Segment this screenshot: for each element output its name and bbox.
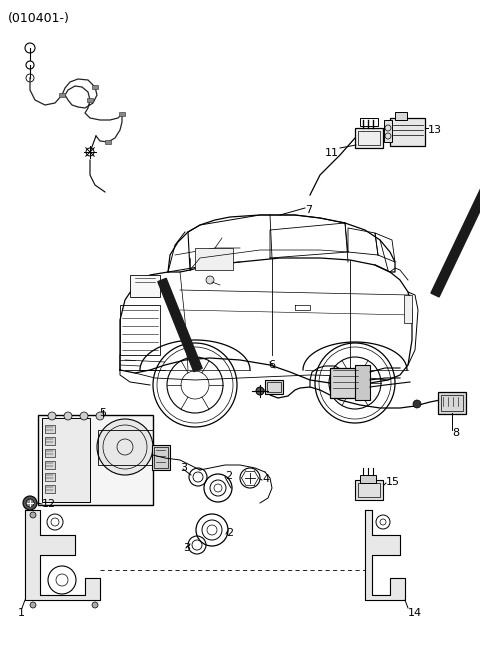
Bar — [355, 480, 383, 500]
Text: (010401-): (010401-) — [8, 12, 70, 25]
Text: 2: 2 — [226, 528, 233, 538]
Text: 3: 3 — [180, 463, 187, 473]
Bar — [404, 295, 412, 323]
Bar — [45, 473, 55, 481]
Text: 6: 6 — [268, 360, 275, 370]
Bar — [130, 275, 160, 297]
Polygon shape — [365, 510, 405, 600]
Text: 15: 15 — [386, 477, 400, 487]
Bar — [438, 392, 466, 414]
Text: 3: 3 — [183, 543, 190, 553]
Bar — [45, 425, 55, 433]
Bar — [45, 461, 55, 469]
Circle shape — [80, 412, 88, 420]
Text: 5: 5 — [99, 408, 107, 418]
Bar — [42, 418, 90, 502]
Bar — [358, 131, 380, 145]
Circle shape — [23, 496, 37, 510]
Circle shape — [256, 387, 264, 395]
Circle shape — [64, 412, 72, 420]
Bar — [152, 445, 170, 470]
Circle shape — [97, 419, 153, 475]
Circle shape — [30, 512, 36, 518]
Bar — [395, 112, 407, 120]
Text: 14: 14 — [408, 608, 422, 618]
Bar — [267, 382, 281, 392]
Bar — [360, 475, 376, 483]
Bar — [120, 305, 160, 355]
Text: 7: 7 — [305, 205, 312, 215]
Bar — [360, 118, 378, 126]
Text: 12: 12 — [42, 499, 56, 509]
Bar — [45, 485, 55, 493]
Bar — [384, 120, 392, 142]
Bar — [330, 368, 360, 398]
Bar — [355, 128, 383, 148]
Bar — [265, 380, 283, 394]
Bar — [119, 112, 125, 116]
Bar — [87, 98, 93, 102]
Bar — [358, 483, 380, 497]
Text: 13: 13 — [428, 125, 442, 135]
Circle shape — [30, 602, 36, 608]
Bar — [92, 85, 98, 89]
Bar — [105, 140, 111, 144]
Bar — [59, 93, 65, 97]
Bar — [154, 447, 168, 468]
Bar — [98, 430, 153, 465]
Polygon shape — [431, 188, 480, 297]
Bar — [45, 437, 55, 445]
Text: 8: 8 — [452, 428, 459, 438]
Polygon shape — [158, 278, 202, 372]
Text: 2: 2 — [225, 471, 232, 481]
Bar — [195, 248, 233, 270]
Polygon shape — [25, 510, 100, 600]
Text: 11: 11 — [325, 148, 339, 158]
Circle shape — [96, 412, 104, 420]
Circle shape — [26, 499, 34, 507]
Bar — [390, 118, 425, 146]
Bar — [38, 415, 153, 505]
Text: 4: 4 — [262, 474, 269, 484]
Circle shape — [206, 276, 214, 284]
Bar — [355, 365, 370, 400]
Bar — [441, 395, 463, 411]
Bar — [45, 449, 55, 457]
Circle shape — [48, 412, 56, 420]
Circle shape — [92, 602, 98, 608]
Circle shape — [413, 400, 421, 408]
Text: 1: 1 — [18, 608, 25, 618]
